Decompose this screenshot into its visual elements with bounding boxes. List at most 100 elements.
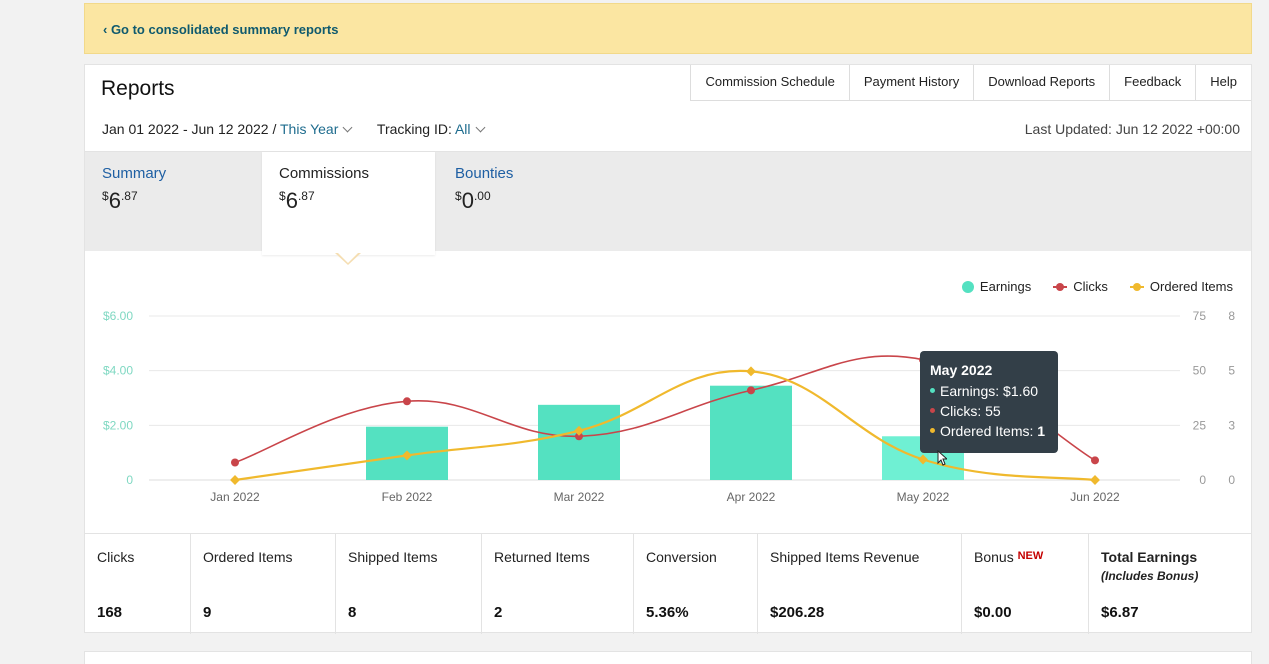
stat-ordered-items-value: 9 <box>203 604 212 621</box>
mouse-pointer-icon <box>937 450 947 466</box>
stat-total-earnings-sub: (Includes Bonus) <box>1101 569 1199 583</box>
tab-summary[interactable]: Summary $6.87 <box>85 152 258 252</box>
ordered-items-point <box>918 454 928 465</box>
tooltip-title: May 2022 <box>930 362 993 378</box>
period-chevron-down-icon[interactable] <box>342 122 353 133</box>
stat-total-earnings-label: Total Earnings <box>1101 549 1198 565</box>
stat-shipped-revenue-value: $206.28 <box>770 604 825 621</box>
reports-card: Reports Commission Schedule Payment Hist… <box>84 64 1252 634</box>
stat-returned-items-value: 2 <box>494 604 503 621</box>
report-tabs: Summary $6.87 Commissions $6.87 Bounties… <box>85 151 1251 255</box>
tracking-id-dropdown[interactable]: All <box>454 121 471 137</box>
y-tick-items: 3 <box>1228 418 1235 432</box>
y-tick-clicks: 75 <box>1193 309 1207 323</box>
stat-returned-items-label: Returned Items <box>494 549 590 565</box>
last-updated-text: Last Updated: Jun 12 2022 +00:00 <box>1024 121 1240 137</box>
stat-returned-items: Returned Items 2 <box>482 534 634 634</box>
tooltip-clicks-row: Clicks: 55 <box>930 403 1048 419</box>
x-tick-label: Jun 2022 <box>1070 490 1120 504</box>
stats-row: Clicks 168 Ordered Items 9 Shipped Items… <box>85 533 1251 634</box>
help-button[interactable]: Help <box>1196 65 1251 100</box>
stat-total-earnings-value: $6.87 <box>1101 604 1139 621</box>
feedback-button[interactable]: Feedback <box>1110 65 1197 100</box>
y-tick-earnings: 0 <box>126 473 133 487</box>
clicks-point <box>1091 456 1099 465</box>
stat-bonus-value: $0.00 <box>974 604 1012 621</box>
commission-schedule-button[interactable]: Commission Schedule <box>691 65 850 100</box>
earnings-bar <box>710 385 792 480</box>
stat-shipped-revenue-label: Shipped Items Revenue <box>770 549 920 565</box>
stat-conversion: Conversion 5.36% <box>634 534 758 634</box>
y-tick-clicks: 25 <box>1193 418 1207 432</box>
y-tick-clicks: 50 <box>1193 364 1207 378</box>
tab-summary-label: Summary <box>102 165 167 182</box>
y-tick-clicks: 0 <box>1199 473 1206 487</box>
tab-bounties[interactable]: Bounties $0.00 <box>438 152 611 252</box>
clicks-point <box>575 432 583 441</box>
tab-commissions-label: Commissions <box>279 165 370 182</box>
tab-bounties-label: Bounties <box>455 165 514 182</box>
stat-conversion-value: 5.36% <box>646 604 689 621</box>
stat-ordered-items-label: Ordered Items <box>203 549 293 565</box>
next-card <box>84 651 1252 664</box>
x-tick-label: Mar 2022 <box>554 490 605 504</box>
tooltip-earnings-row: Earnings: $1.60 <box>930 383 1048 399</box>
consolidated-reports-banner: ‹ Go to consolidated summary reports <box>84 3 1252 54</box>
report-filters: Jan 01 2022 - Jun 12 2022 / This Year Tr… <box>102 121 485 137</box>
x-tick-label: Apr 2022 <box>727 490 776 504</box>
period-dropdown[interactable]: This Year <box>280 121 339 137</box>
ordered-items-point <box>230 475 240 485</box>
stat-conversion-label: Conversion <box>646 549 717 565</box>
chart-legend: Earnings Clicks Ordered Items <box>961 279 1233 294</box>
consolidated-reports-link[interactable]: ‹ Go to consolidated summary reports <box>103 22 339 37</box>
reports-top-nav: Commission Schedule Payment History Down… <box>690 65 1251 101</box>
stat-bonus-label: Bonus NEW <box>974 549 1044 565</box>
stat-ordered-items: Ordered Items 9 <box>191 534 336 634</box>
clicks-point <box>231 458 239 467</box>
tab-commissions-amount: $6.87 <box>279 188 315 213</box>
y-tick-earnings: $2.00 <box>103 418 133 432</box>
page-title: Reports <box>101 77 175 100</box>
y-tick-items: 0 <box>1228 473 1235 487</box>
stat-bonus: Bonus NEW $0.00 <box>962 534 1089 634</box>
legend-clicks[interactable]: Clicks <box>1053 279 1108 294</box>
tracking-chevron-down-icon[interactable] <box>475 122 485 133</box>
clicks-point <box>747 386 755 395</box>
tab-bounties-amount: $0.00 <box>455 188 491 213</box>
tab-commissions[interactable]: Commissions $6.87 <box>262 152 435 255</box>
y-tick-earnings: $4.00 <box>103 364 133 378</box>
y-tick-items: 5 <box>1228 364 1235 378</box>
stat-shipped-revenue: Shipped Items Revenue $206.28 <box>758 534 962 634</box>
active-tab-pointer <box>335 252 361 265</box>
tracking-id-label: Tracking ID: <box>376 121 455 137</box>
tab-summary-amount: $6.87 <box>102 188 138 213</box>
download-reports-button[interactable]: Download Reports <box>974 65 1111 100</box>
x-tick-label: Feb 2022 <box>382 490 433 504</box>
y-tick-items: 8 <box>1228 309 1235 323</box>
clicks-point <box>403 397 411 406</box>
stat-clicks: Clicks 168 <box>85 534 191 634</box>
stat-shipped-items-label: Shipped Items <box>348 549 438 565</box>
earnings-dot-icon <box>961 280 974 293</box>
stat-clicks-label: Clicks <box>97 549 135 565</box>
payment-history-button[interactable]: Payment History <box>849 65 975 100</box>
new-badge: NEW <box>1017 550 1044 562</box>
ordered-items-line-icon <box>1129 282 1144 291</box>
chart-tooltip: May 2022 Earnings: $1.60 Clicks: 55 Orde… <box>920 351 1058 453</box>
ordered-items-point <box>1090 475 1100 485</box>
y-tick-earnings: $6.00 <box>103 309 133 323</box>
legend-ordered-items[interactable]: Ordered Items <box>1129 279 1233 294</box>
stat-total-earnings: Total Earnings (Includes Bonus) $6.87 <box>1089 534 1251 634</box>
tooltip-ordered-items-row: Ordered Items: 1 <box>930 423 1048 439</box>
earnings-bar <box>538 404 620 480</box>
x-tick-label: Jan 2022 <box>210 490 260 504</box>
legend-earnings[interactable]: Earnings <box>961 279 1031 294</box>
stat-clicks-value: 168 <box>97 604 123 621</box>
date-range-text: Jan 01 2022 - Jun 12 2022 / <box>102 121 280 137</box>
clicks-line-icon <box>1053 282 1068 291</box>
stat-shipped-items-value: 8 <box>348 604 357 621</box>
x-tick-label: May 2022 <box>897 490 950 504</box>
earnings-chart: 0 0 0 $2.00 25 3 $4.00 50 5 $6.00 75 8 Jan 2022 Feb 2… <box>103 309 1235 504</box>
ordered-items-point <box>746 366 756 377</box>
stat-shipped-items: Shipped Items 8 <box>336 534 482 634</box>
